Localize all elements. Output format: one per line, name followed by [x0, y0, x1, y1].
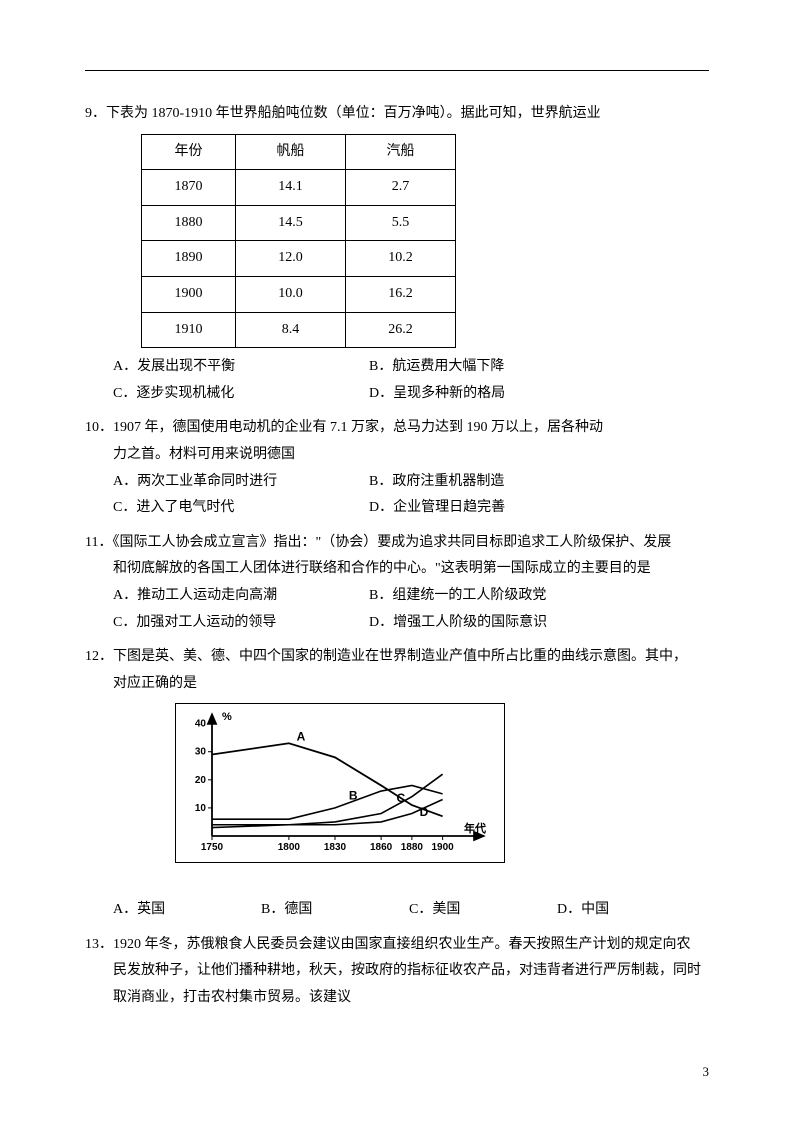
q12-optD: D．中国 [557, 897, 705, 924]
table-row: 189012.010.2 [142, 241, 456, 277]
q10-stem1: 10．1907 年，德国使用电动机的企业有 7.1 万家，总马力达到 190 万… [85, 415, 709, 442]
svg-text:1830: 1830 [324, 842, 347, 853]
table-row: 188014.55.5 [142, 205, 456, 241]
q10-optB: B．政府注重机器制造 [369, 469, 625, 496]
th-sail: 帆船 [236, 134, 346, 170]
svg-text:年代: 年代 [464, 821, 486, 835]
q10-stem2: 力之首。材料可用来说明德国 [85, 442, 709, 469]
svg-text:A: A [297, 730, 306, 744]
q9-optC: C．逐步实现机械化 [113, 381, 369, 408]
question-9: 9．下表为 1870-1910 年世界船舶吨位数（单位：百万净吨）。据此可知，世… [85, 101, 709, 407]
svg-text:C: C [397, 791, 406, 805]
q11-optB: B．组建统一的工人阶级政党 [369, 583, 625, 610]
svg-text:40: 40 [195, 719, 207, 730]
top-rule [85, 70, 709, 71]
svg-text:10: 10 [195, 803, 207, 814]
q12-stem2: 对应正确的是 [85, 671, 709, 698]
q12-optA: A．英国 [113, 897, 261, 924]
q11-optA: A．推动工人运动走向高潮 [113, 583, 369, 610]
svg-text:20: 20 [195, 775, 207, 786]
q12-options: A．英国 B．德国 C．美国 D．中国 [85, 897, 709, 924]
q11-stem1: 11．《国际工人协会成立宣言》指出："（协会）要成为追求共同目标即追求工人阶级保… [85, 530, 709, 557]
q13-stem2: 民发放种子，让他们播种耕地，秋天，按政府的指标征收农产品，对违背者进行严厉制裁，… [85, 958, 709, 985]
q9-optB: B．航运费用大幅下降 [369, 354, 625, 381]
q12-optB: B．德国 [261, 897, 409, 924]
q9-options: A．发展出现不平衡 B．航运费用大幅下降 [85, 354, 709, 381]
table-row: 年份 帆船 汽船 [142, 134, 456, 170]
svg-text:1900: 1900 [432, 842, 455, 853]
q12-chart: 10 20 30 40 1750 1800 1830 1860 1880 1900% 年代 A B CD [175, 703, 505, 863]
q9-optD: D．呈现多种新的格局 [369, 381, 625, 408]
q11-optD: D．增强工人阶级的国际意识 [369, 610, 625, 637]
q10-optD: D．企业管理日趋完善 [369, 495, 625, 522]
q12-optC: C．美国 [409, 897, 557, 924]
table-row: 190010.016.2 [142, 276, 456, 312]
th-steam: 汽船 [346, 134, 456, 170]
q10-options: A．两次工业革命同时进行 B．政府注重机器制造 [85, 469, 709, 496]
question-13: 13．1920 年冬，苏俄粮食人民委员会建议由国家直接组织农业生产。春天按照生产… [85, 932, 709, 1012]
svg-text:1800: 1800 [278, 842, 301, 853]
svg-text:1860: 1860 [370, 842, 393, 853]
svg-text:1750: 1750 [201, 842, 224, 853]
chart-svg: 10 20 30 40 1750 1800 1830 1860 1880 1900% 年代 A B CD [182, 710, 498, 856]
q10-optA: A．两次工业革命同时进行 [113, 469, 369, 496]
q9-stem: 9．下表为 1870-1910 年世界船舶吨位数（单位：百万净吨）。据此可知，世… [85, 101, 709, 128]
svg-text:B: B [349, 789, 358, 803]
question-12: 12．下图是英、美、德、中四个国家的制造业在世界制造业产值中所占比重的曲线示意图… [85, 644, 709, 924]
th-year: 年份 [142, 134, 236, 170]
svg-text:30: 30 [195, 747, 207, 758]
table-row: 19108.426.2 [142, 312, 456, 348]
table-row: 187014.12.7 [142, 170, 456, 206]
svg-text:%: % [222, 711, 232, 723]
svg-text:1880: 1880 [401, 842, 424, 853]
svg-text:D: D [420, 805, 429, 819]
q13-stem3: 取消商业，打击农村集市贸易。该建议 [85, 985, 709, 1012]
q11-optC: C．加强对工人运动的领导 [113, 610, 369, 637]
question-10: 10．1907 年，德国使用电动机的企业有 7.1 万家，总马力达到 190 万… [85, 415, 709, 521]
q9-table: 年份 帆船 汽船 187014.12.7 188014.55.5 189012.… [141, 134, 456, 349]
q11-options: A．推动工人运动走向高潮 B．组建统一的工人阶级政党 [85, 583, 709, 610]
q9-optA: A．发展出现不平衡 [113, 354, 369, 381]
q11-stem2: 和彻底解放的各国工人团体进行联络和合作的中心。"这表明第一国际成立的主要目的是 [85, 556, 709, 583]
q13-stem1: 13．1920 年冬，苏俄粮食人民委员会建议由国家直接组织农业生产。春天按照生产… [85, 932, 709, 959]
question-11: 11．《国际工人协会成立宣言》指出："（协会）要成为追求共同目标即追求工人阶级保… [85, 530, 709, 636]
q10-optC: C．进入了电气时代 [113, 495, 369, 522]
page-number: 3 [703, 1060, 710, 1085]
q12-stem1: 12．下图是英、美、德、中四个国家的制造业在世界制造业产值中所占比重的曲线示意图… [85, 644, 709, 671]
